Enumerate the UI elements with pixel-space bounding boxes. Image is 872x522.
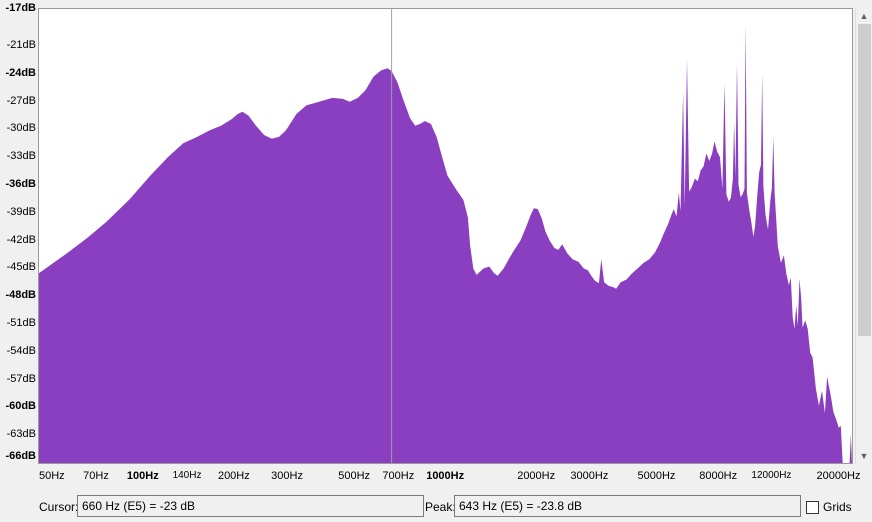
peak-label: Peak: [425,500,456,514]
y-tick-label: -66dB [5,450,36,462]
x-tick-label: 8000Hz [699,470,738,482]
y-tick-label: -48dB [5,289,36,302]
y-tick-label: -54dB [6,344,36,357]
chevron-up-icon: ▲ [859,11,869,21]
x-tick-label: 300Hz [271,470,303,482]
spectrum-plot[interactable] [38,8,853,464]
grids-checkbox[interactable] [806,501,819,514]
y-tick-label: -45dB [6,261,36,274]
cursor-readout: 660 Hz (E5) = -23 dB [77,495,424,517]
y-tick-label: -39dB [6,205,36,218]
scrollbar-thumb[interactable] [858,24,871,336]
y-tick-label: -60dB [5,400,36,413]
scroll-down-button[interactable]: ▼ [856,448,872,464]
x-tick-label: 70Hz [83,470,109,482]
y-tick-label: -51dB [6,317,36,330]
y-tick-label: -57dB [6,372,36,385]
x-axis: 50Hz 70Hz 100Hz 140Hz 200Hz 300Hz 500Hz 700Hz 10… [38,464,861,490]
x-tick-label: 200Hz [217,470,250,482]
spectrum-area [39,22,852,463]
x-tick-label: 50Hz [38,470,65,482]
y-tick-label: -21dB [6,39,36,52]
cursor-label: Cursor: [39,500,79,514]
x-tick-label: 140Hz [172,470,202,481]
y-tick-label: -30dB [6,122,36,135]
y-axis: -17dB -21dB -24dB -27dB -30dB -33dB -36dB -39dB… [0,0,38,466]
chevron-down-icon: ▼ [859,451,869,461]
y-tick-label: -17dB [5,2,36,14]
y-tick-label: -24dB [5,66,36,79]
spectrum-svg [39,9,852,463]
scroll-up-button[interactable]: ▲ [856,8,872,24]
peak-readout: 643 Hz (E5) = -23.8 dB [454,495,801,517]
y-tick-label: -27dB [6,94,36,107]
x-tick-label: 2000Hz [517,470,556,482]
x-tick-label: 500Hz [338,470,371,482]
x-tick-label: 3000Hz [570,470,609,482]
y-tick-label: -63dB [6,428,36,441]
vertical-scrollbar[interactable]: ▲ ▼ [855,8,872,464]
y-tick-label: -42dB [6,233,36,246]
x-tick-label: 700Hz [382,470,415,482]
y-tick-label: -33dB [6,150,36,163]
grids-label[interactable]: Grids [823,500,852,514]
x-tick-label: 12000Hz [751,470,792,481]
x-tick-label: 20000Hz [816,470,861,482]
x-tick-label: 1000Hz [426,470,465,482]
x-tick-label: 5000Hz [637,470,676,482]
status-bar: Cursor: 660 Hz (E5) = -23 dB Peak: 643 H… [0,494,872,520]
x-tick-label: 100Hz [126,470,159,482]
y-tick-label: -36dB [5,178,36,191]
